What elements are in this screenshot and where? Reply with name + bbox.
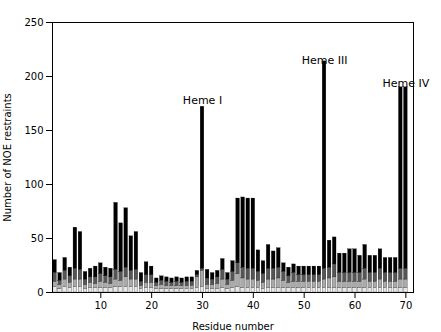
svg-text:60: 60 xyxy=(349,300,362,311)
svg-text:Number of NOE restraints: Number of NOE restraints xyxy=(2,93,13,222)
svg-text:40: 40 xyxy=(247,300,260,311)
svg-text:Heme III: Heme III xyxy=(302,54,348,67)
svg-text:0: 0 xyxy=(37,287,43,298)
svg-text:200: 200 xyxy=(24,71,43,82)
svg-text:Heme IV: Heme IV xyxy=(382,77,429,90)
svg-text:70: 70 xyxy=(400,300,413,311)
svg-text:30: 30 xyxy=(196,300,209,311)
svg-text:100: 100 xyxy=(24,179,43,190)
svg-text:150: 150 xyxy=(24,125,43,136)
svg-text:10: 10 xyxy=(94,300,107,311)
svg-text:250: 250 xyxy=(24,17,43,28)
svg-text:50: 50 xyxy=(298,300,311,311)
svg-text:20: 20 xyxy=(145,300,158,311)
svg-text:50: 50 xyxy=(31,233,44,244)
svg-text:Heme I: Heme I xyxy=(183,94,222,107)
svg-text:Residue number: Residue number xyxy=(192,321,275,332)
